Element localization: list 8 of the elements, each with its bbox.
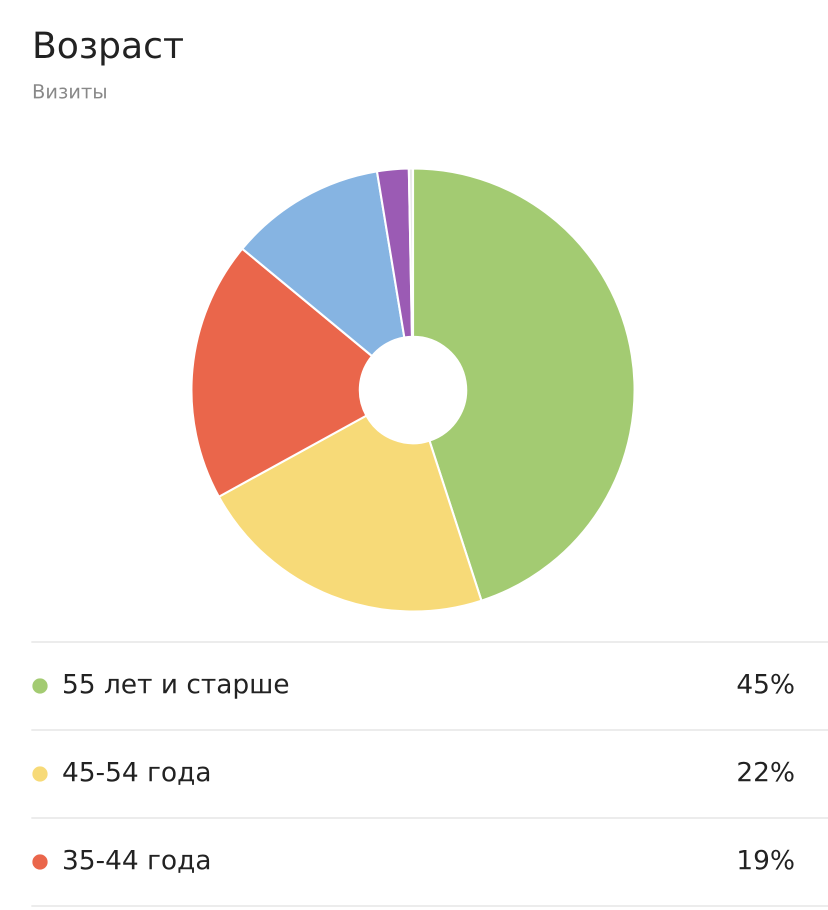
chart-subtitle: Визиты [34, 84, 106, 99]
data-label: 22% [738, 762, 794, 782]
data-label: 19% [739, 850, 794, 870]
legend-label: 45-54 года [63, 762, 210, 785]
legend-label: 35-44 года [64, 850, 210, 873]
data-label: 45% [738, 674, 794, 694]
legend-label: 55 лет и старше [64, 674, 288, 699]
chart-title: Возраст [36, 32, 183, 66]
